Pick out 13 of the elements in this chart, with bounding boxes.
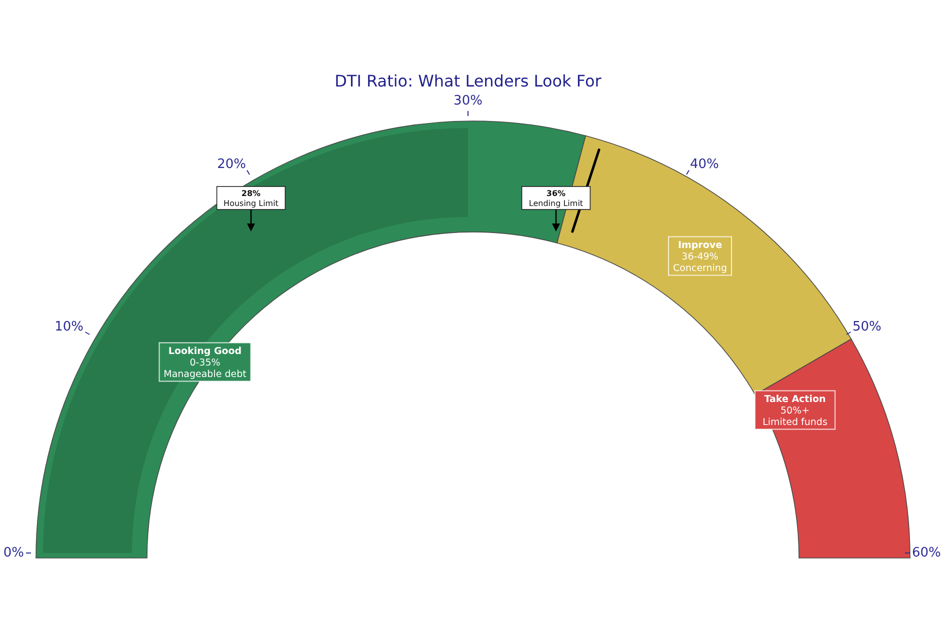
slice-label: Improve 36-49% Concerning — [673, 240, 727, 274]
text: 50% — [852, 320, 882, 335]
text: 28% Housing Limit — [224, 189, 278, 208]
slice-label: Take Action 50%+ Limited funds — [762, 394, 828, 428]
text: 60% — [912, 546, 941, 561]
text: 0% — [3, 546, 24, 561]
text: 36% Lending Limit — [528, 189, 584, 208]
chart-title: DTI Ratio: What Lenders Look For — [334, 71, 602, 90]
text: 20% — [217, 157, 246, 172]
text: 30% — [454, 94, 482, 109]
slice-label: Looking Good 0-35% Manageable debt — [164, 346, 247, 380]
text: 10% — [54, 320, 84, 335]
text: 40% — [690, 157, 719, 172]
